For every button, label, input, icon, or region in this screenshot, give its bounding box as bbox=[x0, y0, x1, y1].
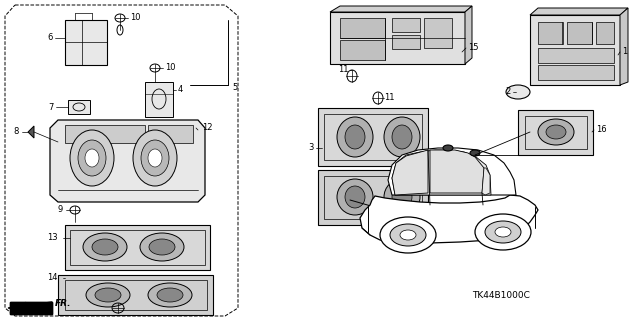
Ellipse shape bbox=[400, 230, 416, 240]
Text: 10: 10 bbox=[165, 63, 175, 72]
Ellipse shape bbox=[86, 283, 130, 307]
Bar bbox=[145, 82, 173, 117]
Bar bbox=[538, 48, 614, 63]
Ellipse shape bbox=[392, 125, 412, 149]
Ellipse shape bbox=[70, 130, 114, 186]
Ellipse shape bbox=[157, 288, 183, 302]
Polygon shape bbox=[360, 195, 538, 243]
Ellipse shape bbox=[392, 186, 412, 208]
Text: 11: 11 bbox=[338, 65, 349, 75]
Text: 8: 8 bbox=[13, 128, 19, 137]
Bar bbox=[424, 18, 452, 48]
Bar bbox=[68, 100, 90, 114]
Ellipse shape bbox=[78, 140, 106, 176]
Polygon shape bbox=[392, 150, 491, 195]
Text: 9: 9 bbox=[58, 205, 63, 214]
Polygon shape bbox=[430, 150, 484, 193]
Polygon shape bbox=[10, 302, 52, 314]
Ellipse shape bbox=[384, 117, 420, 157]
Bar bbox=[324, 114, 422, 160]
Text: 16: 16 bbox=[596, 125, 607, 135]
Bar bbox=[530, 15, 620, 85]
Ellipse shape bbox=[337, 117, 373, 157]
Text: 6: 6 bbox=[47, 33, 52, 42]
Ellipse shape bbox=[470, 150, 480, 156]
Polygon shape bbox=[530, 8, 628, 15]
Text: TK44B1000C: TK44B1000C bbox=[472, 292, 530, 300]
Ellipse shape bbox=[95, 288, 121, 302]
Bar bbox=[538, 22, 563, 44]
Text: 5: 5 bbox=[232, 84, 237, 93]
Ellipse shape bbox=[546, 125, 566, 139]
Text: 10: 10 bbox=[130, 13, 141, 23]
Bar bbox=[148, 125, 193, 143]
Polygon shape bbox=[10, 302, 52, 314]
Text: 2: 2 bbox=[505, 87, 510, 97]
Text: 3: 3 bbox=[308, 144, 314, 152]
Polygon shape bbox=[620, 8, 628, 85]
Bar bbox=[392, 35, 420, 49]
Ellipse shape bbox=[390, 224, 426, 246]
Bar bbox=[567, 22, 592, 44]
Ellipse shape bbox=[92, 239, 118, 255]
Ellipse shape bbox=[345, 125, 365, 149]
Bar bbox=[538, 65, 614, 80]
Bar bbox=[65, 225, 210, 270]
Polygon shape bbox=[392, 150, 428, 195]
Ellipse shape bbox=[443, 145, 453, 151]
Bar bbox=[65, 20, 107, 65]
Bar bbox=[70, 230, 205, 265]
Ellipse shape bbox=[384, 179, 420, 215]
Polygon shape bbox=[465, 6, 472, 64]
Ellipse shape bbox=[345, 186, 365, 208]
Ellipse shape bbox=[495, 227, 511, 237]
Text: 11: 11 bbox=[384, 93, 394, 102]
Ellipse shape bbox=[506, 85, 530, 99]
Ellipse shape bbox=[85, 149, 99, 167]
Bar bbox=[58, 275, 213, 315]
Polygon shape bbox=[482, 168, 490, 195]
Text: 15: 15 bbox=[468, 43, 479, 53]
Bar bbox=[330, 12, 465, 64]
Ellipse shape bbox=[149, 239, 175, 255]
Polygon shape bbox=[8, 302, 52, 314]
Bar bbox=[340, 40, 385, 60]
Ellipse shape bbox=[83, 233, 127, 261]
Bar bbox=[65, 280, 207, 310]
Bar bbox=[392, 18, 420, 32]
Text: 13: 13 bbox=[47, 234, 58, 242]
Text: 1: 1 bbox=[622, 48, 627, 56]
Ellipse shape bbox=[337, 179, 373, 215]
Polygon shape bbox=[50, 120, 205, 202]
Ellipse shape bbox=[140, 233, 184, 261]
Bar bbox=[525, 116, 587, 149]
Ellipse shape bbox=[475, 214, 531, 250]
Polygon shape bbox=[330, 6, 472, 12]
Ellipse shape bbox=[485, 221, 521, 243]
Bar bbox=[318, 108, 428, 166]
Bar bbox=[318, 170, 428, 225]
Polygon shape bbox=[28, 126, 34, 138]
Bar bbox=[340, 18, 385, 38]
Ellipse shape bbox=[148, 149, 162, 167]
Polygon shape bbox=[388, 148, 516, 195]
Bar bbox=[324, 176, 422, 219]
Ellipse shape bbox=[148, 283, 192, 307]
Text: 12: 12 bbox=[202, 123, 212, 132]
Ellipse shape bbox=[141, 140, 169, 176]
Ellipse shape bbox=[538, 119, 574, 145]
Bar bbox=[65, 125, 145, 143]
Ellipse shape bbox=[133, 130, 177, 186]
Ellipse shape bbox=[380, 217, 436, 253]
Text: 7: 7 bbox=[48, 102, 53, 112]
Bar bbox=[596, 22, 614, 44]
Text: FR.: FR. bbox=[55, 300, 72, 308]
Text: 4: 4 bbox=[178, 85, 183, 94]
Bar bbox=[518, 110, 593, 155]
Text: 14: 14 bbox=[47, 273, 58, 283]
